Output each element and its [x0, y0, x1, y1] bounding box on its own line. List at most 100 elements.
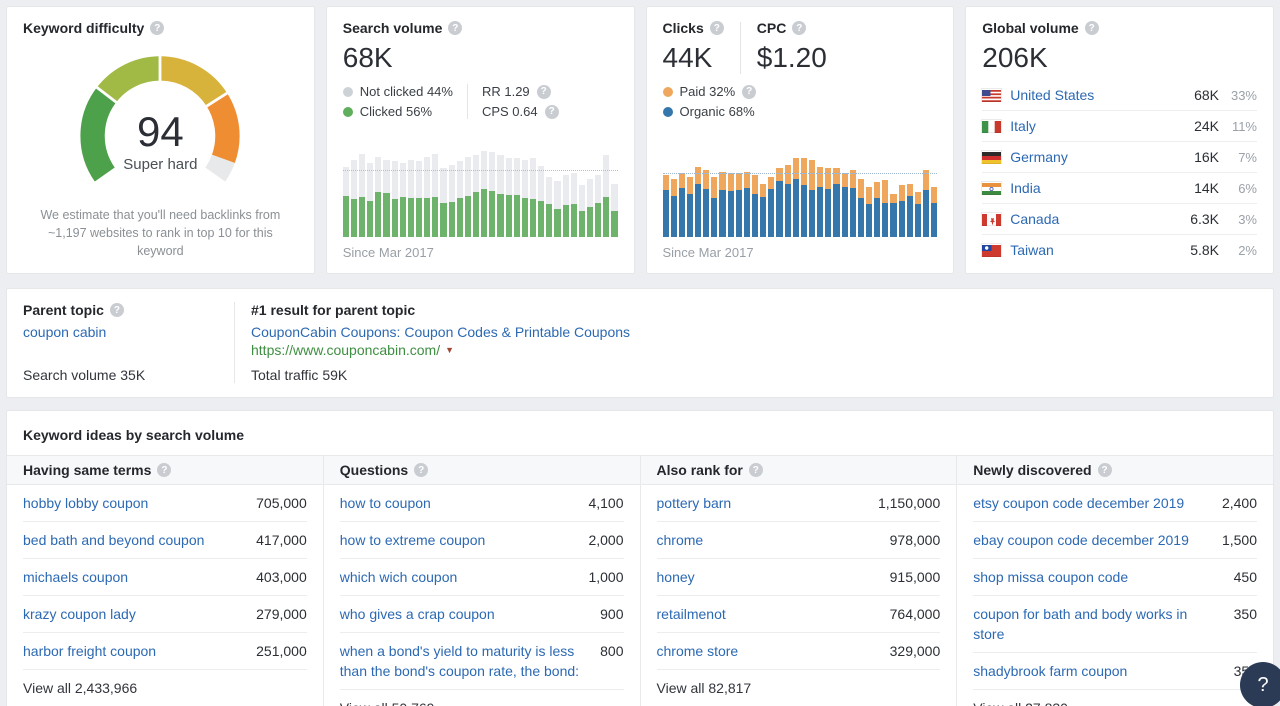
- bar: [768, 151, 775, 237]
- bar: [521, 151, 528, 237]
- keyword-difficulty-title: Keyword difficulty: [23, 20, 145, 36]
- bar: [890, 151, 897, 237]
- top-result-block: #1 result for parent topic CouponCabin C…: [235, 302, 1273, 383]
- keyword-link[interactable]: retailmenot: [656, 606, 726, 622]
- global-volume-card: Global volume ? 206K United States 68K 33%…: [965, 6, 1274, 274]
- flag-us-icon: [981, 88, 1003, 102]
- bar: [603, 151, 610, 237]
- help-icon[interactable]: ?: [157, 463, 172, 477]
- url-dropdown-caret-icon[interactable]: ▼: [445, 345, 455, 355]
- help-icon[interactable]: ?: [748, 463, 763, 477]
- bar: [931, 151, 938, 237]
- help-icon[interactable]: ?: [742, 84, 757, 99]
- keyword-link[interactable]: how to coupon: [339, 495, 431, 511]
- country-link[interactable]: Italy: [1010, 118, 1036, 134]
- bar: [833, 151, 840, 237]
- keyword-link[interactable]: pottery barn: [656, 495, 732, 511]
- view-all-link[interactable]: View all 82,817: [656, 680, 752, 696]
- country-link[interactable]: Germany: [1010, 149, 1068, 165]
- keyword-link[interactable]: coupon for bath and body works in store: [973, 606, 1188, 642]
- keyword-volume: 251,000: [256, 643, 307, 659]
- bar: [800, 151, 808, 237]
- view-all-link[interactable]: View all 50,769: [324, 690, 640, 706]
- top-result-url[interactable]: https://www.couponcabin.com/: [251, 342, 441, 358]
- help-fab-button[interactable]: ?: [1240, 662, 1280, 706]
- legend-organic: Organic 68%: [662, 104, 757, 119]
- keyword-link[interactable]: shadybrook farm coupon: [973, 663, 1128, 679]
- bar: [898, 151, 905, 237]
- difficulty-note-line1: We estimate that you'll need backlinks f…: [40, 207, 281, 222]
- keyword-link[interactable]: michaels coupon: [23, 569, 129, 585]
- ideas-column-header-label: Newly discovered: [973, 462, 1092, 478]
- keyword-link[interactable]: how to extreme coupon: [339, 532, 486, 548]
- keyword-link[interactable]: when a bond's yield to maturity is less …: [339, 643, 580, 679]
- help-icon[interactable]: ?: [448, 21, 463, 35]
- help-icon[interactable]: ?: [1097, 463, 1112, 477]
- bar: [776, 151, 783, 237]
- country-volume: 68K: [1194, 87, 1219, 103]
- parent-topic-keyword-link[interactable]: coupon cabin: [23, 324, 107, 340]
- ideas-column-header-label: Also rank for: [656, 462, 743, 478]
- country-link[interactable]: Taiwan: [1010, 242, 1054, 258]
- keyword-link[interactable]: chrome: [656, 532, 704, 548]
- country-row: Canada 6.3K 3%: [981, 204, 1257, 235]
- help-icon[interactable]: ?: [536, 84, 551, 99]
- keyword-link[interactable]: ebay coupon code december 2019: [973, 532, 1189, 548]
- difficulty-score: 94: [137, 108, 184, 155]
- country-list: United States 68K 33% Italy 24K 11% Germany 16K…: [981, 80, 1257, 265]
- keyword-link[interactable]: etsy coupon code december 2019: [973, 495, 1185, 511]
- top-result-title-link[interactable]: CouponCabin Coupons: Coupon Codes & Prin…: [251, 324, 631, 340]
- difficulty-score-label: Super hard: [123, 156, 198, 173]
- bar: [464, 151, 471, 237]
- help-icon[interactable]: ?: [544, 104, 559, 119]
- ideas-column: Also rank for? pottery barn 1,150,000 chrom…: [639, 455, 957, 706]
- keyword-ideas-title: Keyword ideas by search volume: [23, 427, 244, 443]
- bar: [578, 151, 585, 237]
- cpc-title: CPC: [756, 20, 787, 36]
- bar: [752, 151, 759, 237]
- bar: [670, 151, 677, 237]
- bar: [874, 151, 881, 237]
- keyword-row: etsy coupon code december 2019 2,400: [973, 485, 1257, 522]
- global-volume-title: Global volume: [982, 20, 1079, 36]
- help-icon[interactable]: ?: [709, 21, 724, 35]
- top-result-header: #1 result for parent topic: [251, 302, 416, 318]
- help-icon[interactable]: ?: [109, 303, 124, 317]
- keyword-link[interactable]: harbor freight coupon: [23, 643, 157, 659]
- bar: [497, 151, 504, 237]
- ideas-column: Questions? how to coupon 4,100 how to extre…: [322, 455, 640, 706]
- bar: [513, 151, 520, 237]
- country-percent: 3%: [1238, 211, 1257, 227]
- divider: [739, 22, 741, 74]
- not-clicked-dot-icon: [342, 86, 353, 97]
- keyword-link[interactable]: who gives a crap coupon: [339, 606, 495, 622]
- bar: [825, 151, 832, 237]
- keyword-row: who gives a crap coupon 900: [339, 596, 624, 633]
- country-link[interactable]: United States: [1010, 87, 1095, 103]
- help-icon[interactable]: ?: [414, 463, 429, 477]
- keyword-link[interactable]: shop missa coupon code: [973, 569, 1129, 585]
- help-icon[interactable]: ?: [1084, 21, 1099, 35]
- view-all-link[interactable]: View all 27,830: [957, 690, 1273, 706]
- clicked-dot-icon: [342, 106, 353, 117]
- keyword-volume: 403,000: [256, 569, 307, 585]
- keyword-row: chrome store 329,000: [656, 633, 941, 670]
- view-all-link[interactable]: View all 2,433,966: [23, 680, 138, 696]
- keyword-link[interactable]: krazy coupon lady: [23, 606, 136, 622]
- keyword-volume: 764,000: [889, 606, 941, 622]
- bar: [424, 151, 431, 237]
- keyword-link[interactable]: honey: [656, 569, 695, 585]
- help-icon[interactable]: ?: [792, 21, 807, 35]
- keyword-link[interactable]: chrome store: [656, 643, 739, 659]
- difficulty-note: We estimate that you'll need backlinks f…: [23, 206, 298, 260]
- country-link[interactable]: Canada: [1010, 211, 1060, 227]
- keyword-link[interactable]: hobby lobby coupon: [23, 495, 149, 511]
- keyword-row: hobby lobby coupon 705,000: [23, 485, 307, 522]
- keyword-link[interactable]: bed bath and beyond coupon: [23, 532, 205, 548]
- keyword-link[interactable]: which wich coupon: [339, 569, 458, 585]
- country-link[interactable]: India: [1010, 180, 1041, 196]
- bar: [391, 151, 398, 237]
- global-volume-value: 206K: [982, 42, 1048, 73]
- help-icon[interactable]: ?: [150, 21, 165, 35]
- search-volume-card: Search volume ? 68K Not clicked 44% Clic…: [325, 6, 635, 274]
